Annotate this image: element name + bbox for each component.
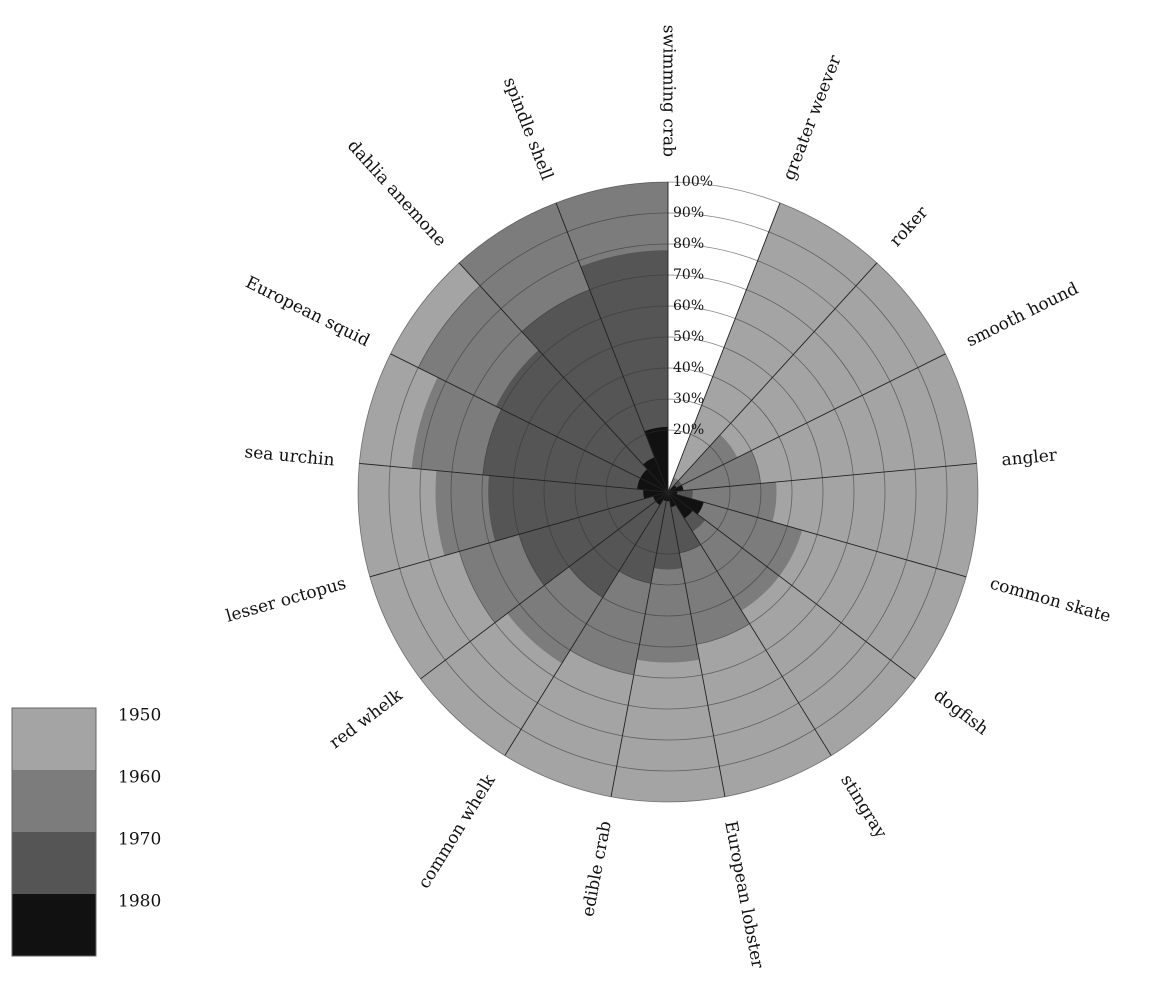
- sector: [518, 492, 668, 586]
- r-tick-label: 20%: [673, 422, 704, 438]
- sector-boundary: [555, 202, 669, 493]
- r-tick-label: 80%: [673, 236, 704, 252]
- legend-label: 1980: [118, 892, 161, 912]
- sector: [642, 457, 668, 492]
- legend-swatch: [12, 708, 96, 770]
- sector: [636, 492, 700, 663]
- sector: [619, 492, 668, 584]
- sector: [655, 492, 668, 506]
- sector: [668, 262, 946, 492]
- category-label: lesser octopus: [224, 574, 349, 627]
- sector-boundary: [667, 202, 781, 493]
- sector: [668, 492, 693, 519]
- category-label: stingray: [836, 771, 890, 842]
- category-label: common skate: [988, 574, 1113, 627]
- r-tick-label: 40%: [673, 360, 704, 376]
- sector-boundary: [420, 491, 669, 680]
- r-tick-label: 100%: [673, 174, 713, 190]
- sector: [668, 477, 679, 492]
- sector: [569, 492, 668, 598]
- category-label: common whelk: [414, 771, 500, 893]
- sector-boundary: [369, 491, 669, 578]
- sector: [488, 475, 668, 542]
- sector-boundary: [359, 462, 669, 493]
- sector-boundary: [667, 491, 726, 797]
- category-label: swimming crab: [659, 25, 679, 157]
- sector-boundary: [458, 262, 669, 493]
- sector: [668, 450, 761, 492]
- sector: [668, 434, 738, 492]
- category-label: roker: [886, 202, 933, 251]
- sector-boundary: [667, 491, 967, 578]
- legend-swatch: [12, 770, 96, 832]
- category-label: sea urchin: [244, 442, 336, 470]
- sector: [668, 492, 704, 515]
- r-tick-label: 30%: [673, 391, 704, 407]
- category-label: smooth hound: [963, 279, 1082, 352]
- r-tick-label: 60%: [673, 298, 704, 314]
- category-label: European squid: [242, 273, 373, 352]
- sector-boundary: [610, 491, 669, 797]
- category-label: edible crab: [578, 819, 615, 918]
- sector: [668, 202, 877, 493]
- sector-boundary: [390, 353, 669, 493]
- sector-boundary: [667, 491, 832, 756]
- category-label: European lobster: [720, 819, 767, 970]
- sector: [495, 349, 668, 492]
- sector-boundary: [667, 353, 946, 493]
- legend-swatch: [12, 832, 96, 894]
- sector-boundary: [667, 262, 878, 493]
- sector: [668, 492, 701, 553]
- category-label: spindle shell: [499, 75, 557, 183]
- sector-boundary: [504, 491, 669, 756]
- legend-label: 1960: [118, 768, 161, 788]
- sector-boundary: [667, 462, 977, 493]
- category-label: angler: [1001, 445, 1059, 470]
- r-tick-label: 70%: [673, 267, 704, 283]
- category-label: dogfish: [930, 686, 992, 740]
- r-tick-label: 50%: [673, 329, 704, 345]
- category-label: red whelk: [326, 685, 407, 753]
- legend-label: 1950: [118, 706, 161, 726]
- sector: [482, 409, 668, 492]
- category-label: greater weever: [779, 52, 846, 183]
- legend-label: 1970: [118, 830, 161, 850]
- sector: [653, 492, 683, 570]
- r-tick-label: 90%: [673, 205, 704, 221]
- legend-border: [11, 707, 97, 957]
- category-label: dahlia anemone: [343, 136, 450, 251]
- sector: [643, 489, 668, 499]
- sector: [668, 492, 803, 577]
- sector: [521, 289, 668, 492]
- legend-swatch: [12, 894, 96, 956]
- sector-boundary: [667, 491, 916, 680]
- sector: [640, 469, 668, 492]
- sector: [668, 481, 777, 522]
